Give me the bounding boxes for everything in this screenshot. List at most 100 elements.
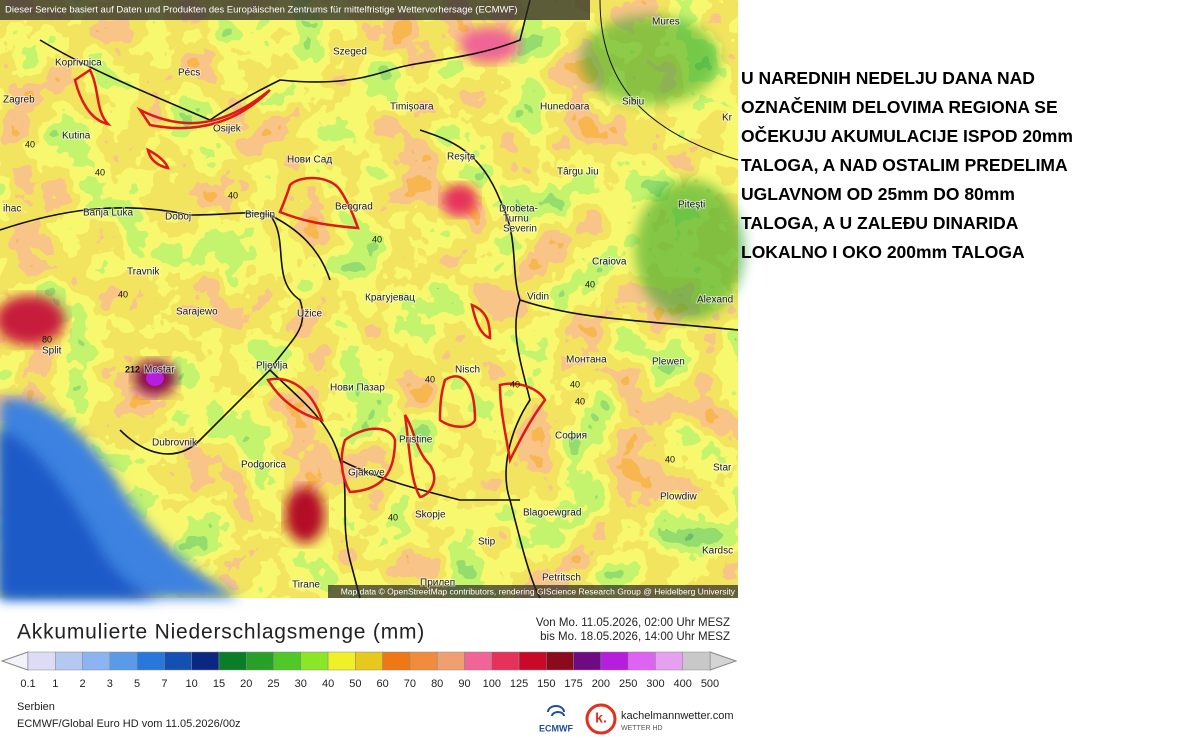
colorbar-tick-label: 3 xyxy=(107,678,113,690)
city-label: Plowdiw xyxy=(660,492,697,503)
colorbar-tick-label: 40 xyxy=(322,678,334,690)
colorbar-tick-label: 2 xyxy=(79,678,85,690)
city-label: Banja Luka xyxy=(83,208,133,219)
city-label: Reşiţa xyxy=(447,152,476,163)
city-label: Zagreb xyxy=(3,95,35,106)
contour-label: 80 xyxy=(42,334,52,344)
contour-label: 40 xyxy=(25,139,35,149)
city-label: Stip xyxy=(478,537,496,548)
colorbar-swatch xyxy=(600,651,629,671)
colorbar-tick-label: 25 xyxy=(267,678,279,690)
ecmwf-logo: ECMWF xyxy=(539,705,573,733)
colorbar-tick-label: 200 xyxy=(592,678,610,690)
colorbar-swatch xyxy=(27,651,56,671)
colorbar-tick-label: 90 xyxy=(458,678,470,690)
contour-label: 40 xyxy=(425,374,435,384)
colorbar-swatch xyxy=(136,651,165,671)
colorbar-swatch xyxy=(218,651,247,671)
city-label: Pljevlja xyxy=(256,361,288,372)
colorbar-tick-label: 50 xyxy=(349,678,361,690)
colorbar-tick-label: 150 xyxy=(537,678,555,690)
city-label: Craiova xyxy=(592,257,627,268)
colorbar-tick-label: 300 xyxy=(646,678,664,690)
city-label: Beograd xyxy=(335,202,373,213)
contour-label: 40 xyxy=(372,234,382,244)
city-label: Nisch xyxy=(455,365,480,376)
colorbar-tick-label: 70 xyxy=(404,678,416,690)
colorbar-tick-label: 5 xyxy=(134,678,140,690)
city-label: Tirane xyxy=(292,580,320,591)
city-label: Dubrovnik xyxy=(152,438,198,449)
header-bg xyxy=(0,0,590,20)
city-label: Монтана xyxy=(566,355,607,366)
annotation-line: OZNAČENIM DELOVIMA REGIONA SE xyxy=(741,97,1058,117)
city-label: Petritsch xyxy=(542,573,581,584)
city-label: Star xyxy=(713,463,732,474)
colorbar-tick-label: 60 xyxy=(377,678,389,690)
annotation-line: OČEKUJU AKUMULACIJE ISPOD 20mm xyxy=(741,126,1073,146)
colorbar-swatch xyxy=(409,651,438,671)
city-label: Drobeta- xyxy=(499,204,538,215)
annotation: U NAREDNIH NEDELJU DANA NAD OZNAČENIM DEL… xyxy=(741,64,1196,267)
annotation-line: TALOGA, A NAD OSTALIM PREDELIMA xyxy=(741,155,1068,175)
colorbar-swatch xyxy=(245,651,274,671)
city-label: Hunedoara xyxy=(540,102,590,113)
contour-label: 40 xyxy=(575,396,585,406)
colorbar-swatch xyxy=(55,651,83,671)
colorbar-swatch xyxy=(82,651,111,671)
contour-label: 40 xyxy=(510,379,520,389)
contour-label: 40 xyxy=(95,167,105,177)
colorbar-swatch xyxy=(546,651,574,671)
city-label: Kardsc xyxy=(702,546,733,557)
contour-label: 40 xyxy=(118,289,128,299)
city-label: Нови Пазар xyxy=(330,383,385,394)
colorbar-swatch xyxy=(464,651,493,671)
colorbar-arrow xyxy=(0,651,29,671)
colorbar-tick-label: 400 xyxy=(674,678,692,690)
colorbar-swatch xyxy=(273,651,302,671)
city-label: Pristine xyxy=(399,435,433,446)
contour-label: 40 xyxy=(228,190,238,200)
city-label: ihac xyxy=(3,204,21,215)
marked-areas xyxy=(73,68,547,499)
attribution-bg xyxy=(328,585,738,598)
city-label: Timişoara xyxy=(390,102,434,113)
annotation-line: U NAREDNIH NEDELJU DANA NAD xyxy=(741,68,1035,88)
attribution: Map data © OpenStreetMap contributors, r… xyxy=(341,586,736,596)
colorbar-swatch xyxy=(655,651,683,671)
city-label: Sarajewo xyxy=(176,307,218,318)
city-label: Крагујевац xyxy=(365,293,415,304)
city-label: Doboj xyxy=(165,212,191,223)
colorbar-tick-label: 125 xyxy=(510,678,528,690)
colorbar-tick-label: 30 xyxy=(295,678,307,690)
city-label: Târgu Jiu xyxy=(557,167,599,178)
city-label: Plewen xyxy=(652,357,685,368)
city-label: Sibiu xyxy=(622,97,644,108)
colorbar-tick-label: 10 xyxy=(186,678,198,690)
contour-label: 212 xyxy=(125,364,140,374)
city-label: Mostar xyxy=(144,365,175,376)
contour-label: 40 xyxy=(585,279,595,289)
colorbar-tick-label: 20 xyxy=(240,678,252,690)
city-label: София xyxy=(555,430,587,442)
city-label: Podgorica xyxy=(241,460,286,471)
city-label: Прилеп xyxy=(420,578,455,589)
precip-field xyxy=(0,0,745,598)
colorbar-swatch xyxy=(518,651,547,671)
colorbar: 0.1 1 2 3 5 7 10 15 20 25 30 40 50 60 70 80 90 100 125 150 1… xyxy=(0,651,738,690)
city-label: Skopje xyxy=(415,510,446,521)
annotation-line: UGLAVNOM OD 25mm DO 80mm xyxy=(741,184,1015,204)
contour-label: 40 xyxy=(665,454,675,464)
city-label: Blagoewgrad xyxy=(523,508,581,519)
legend-title: Akkumulierte Niederschlagsmenge (mm) xyxy=(17,621,425,644)
colorbar-swatch xyxy=(109,651,138,671)
colorbar-tick-label: 7 xyxy=(161,678,167,690)
kachelmann-logo: k. kachelmannwetter.com WETTER HD xyxy=(585,703,734,735)
footer-model: ECMWF/Global Euro HD vom 11.05.2026/00z xyxy=(17,718,241,730)
colorbar-tick-label: 175 xyxy=(564,678,582,690)
ecmwf-text: ECMWF xyxy=(539,723,573,733)
city-label: Нови Сад xyxy=(287,155,332,166)
city-label: Koprivnica xyxy=(55,58,102,69)
